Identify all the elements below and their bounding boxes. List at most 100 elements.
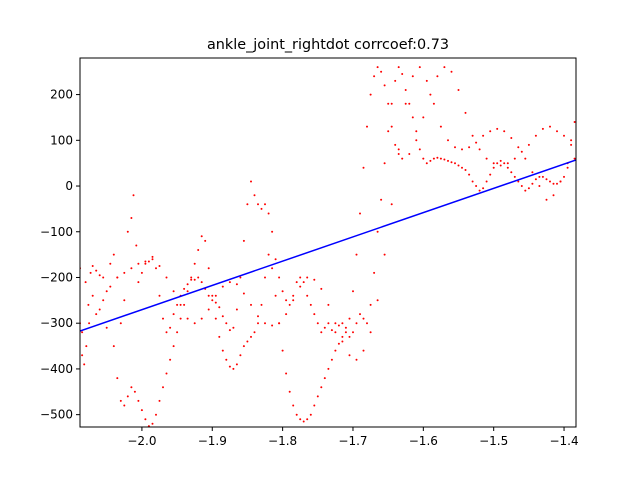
scatter-point	[341, 322, 344, 325]
scatter-point	[204, 239, 207, 242]
scatter-point	[468, 146, 471, 149]
scatter-point	[144, 418, 147, 421]
y-tick-label: −400	[40, 362, 73, 376]
scatter-point	[334, 331, 337, 334]
scatter-point	[376, 66, 379, 69]
scatter-point	[313, 404, 316, 407]
scatter-point	[496, 127, 499, 130]
scatter-point	[299, 276, 302, 279]
scatter-point	[132, 194, 135, 197]
scatter-point	[155, 267, 157, 270]
scatter-point	[563, 175, 565, 178]
scatter-point	[447, 159, 449, 162]
scatter-point	[489, 130, 492, 133]
scatter-point	[397, 148, 400, 151]
scatter-point	[369, 93, 372, 96]
scatter-point	[573, 121, 576, 123]
scatter-point	[193, 262, 196, 265]
scatter-point	[116, 276, 119, 279]
y-tick-label: 0	[65, 179, 73, 193]
scatter-point	[436, 156, 439, 159]
y-tick-label: −300	[40, 316, 73, 330]
scatter-point	[288, 390, 291, 393]
scatter-point	[102, 299, 105, 302]
scatter-point	[85, 345, 88, 348]
scatter-point	[454, 146, 456, 149]
scatter-point	[320, 386, 323, 389]
x-tick-label: −1.9	[198, 434, 227, 448]
scatter-point	[271, 230, 274, 233]
scatter-point	[135, 244, 138, 247]
scatter-point	[549, 125, 551, 128]
scatter-point	[499, 159, 502, 162]
scatter-point	[559, 180, 562, 183]
scatter-point	[316, 395, 319, 398]
scatter-point	[408, 153, 411, 155]
scatter-point	[186, 283, 189, 286]
scatter-point	[257, 315, 259, 318]
scatter-point	[278, 322, 281, 325]
scatter-point	[527, 187, 530, 190]
scatter-point	[566, 166, 569, 169]
scatter-point	[425, 162, 428, 165]
scatter-point	[394, 79, 397, 82]
chart-title: ankle_joint_rightdot corrcoef:0.73	[207, 37, 449, 53]
scatter-point	[200, 317, 203, 320]
scatter-point	[390, 125, 393, 128]
scatter-point	[109, 262, 112, 265]
scatter-point	[162, 317, 164, 320]
scatter-point	[337, 342, 340, 345]
scatter-point	[306, 276, 309, 279]
scatter-point	[183, 303, 186, 306]
scatter-point	[313, 313, 316, 316]
scatter-point	[207, 308, 210, 311]
scatter-point	[165, 372, 168, 375]
scatter-point	[408, 102, 411, 105]
scatter-point	[380, 70, 383, 73]
scatter-point	[366, 125, 368, 128]
scatter-point	[443, 66, 446, 69]
scatter-point	[563, 134, 565, 137]
scatter-point	[242, 239, 245, 242]
scatter-point	[496, 162, 499, 165]
scatter-point	[84, 281, 87, 284]
scatter-point	[119, 399, 122, 402]
scatter-point	[144, 262, 147, 265]
scatter-point	[158, 294, 161, 297]
scatter-point	[91, 294, 94, 297]
scatter-point	[221, 285, 224, 288]
scatter-point	[531, 171, 534, 174]
scatter-point	[264, 322, 266, 325]
scatter-point	[81, 331, 84, 334]
scatter-point	[468, 173, 471, 176]
scatter-point	[415, 130, 418, 133]
scatter-point	[126, 230, 129, 233]
y-tick-label: −500	[40, 408, 73, 422]
scatter-point	[193, 278, 196, 281]
scatter-point	[464, 111, 467, 114]
scatter-point	[352, 290, 354, 293]
scatter-point	[260, 303, 263, 306]
scatter-point	[109, 285, 112, 288]
scatter-point	[81, 354, 84, 357]
scatter-point	[239, 276, 242, 279]
scatter-point	[155, 413, 157, 416]
scatter-point	[235, 363, 238, 366]
x-tick-label: −1.4	[549, 434, 578, 448]
scatter-point	[390, 203, 393, 206]
scatter-point	[348, 354, 351, 357]
scatter-point	[271, 324, 274, 327]
scatter-point	[257, 203, 259, 206]
scatter-point	[348, 317, 351, 320]
scatter-point	[87, 303, 90, 306]
scatter-point	[443, 158, 446, 161]
scatter-point	[172, 313, 175, 316]
scatter-point	[450, 161, 453, 164]
scatter-point	[418, 66, 421, 69]
scatter-point	[432, 157, 435, 160]
scatter-point	[383, 84, 386, 87]
scatter-point	[355, 253, 358, 256]
scatter-point	[169, 326, 172, 329]
scatter-point	[432, 102, 435, 105]
scatter-point	[380, 198, 383, 201]
